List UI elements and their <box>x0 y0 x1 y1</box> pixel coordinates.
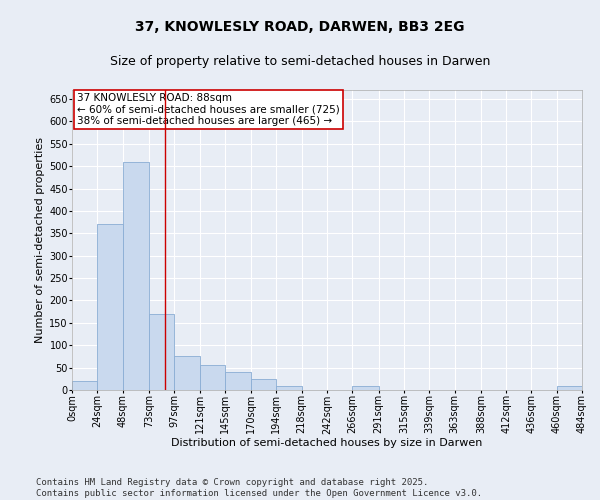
Text: 37 KNOWLESLY ROAD: 88sqm
← 60% of semi-detached houses are smaller (725)
38% of : 37 KNOWLESLY ROAD: 88sqm ← 60% of semi-d… <box>77 93 340 126</box>
Bar <box>149 314 174 390</box>
Bar <box>174 356 199 390</box>
Bar <box>557 386 582 390</box>
Bar <box>277 386 302 390</box>
Text: 37, KNOWLESLY ROAD, DARWEN, BB3 2EG: 37, KNOWLESLY ROAD, DARWEN, BB3 2EG <box>135 20 465 34</box>
Bar <box>72 381 97 390</box>
Bar <box>352 386 379 390</box>
X-axis label: Distribution of semi-detached houses by size in Darwen: Distribution of semi-detached houses by … <box>172 438 482 448</box>
Text: Contains HM Land Registry data © Crown copyright and database right 2025.
Contai: Contains HM Land Registry data © Crown c… <box>36 478 482 498</box>
Bar <box>251 379 277 390</box>
Text: Size of property relative to semi-detached houses in Darwen: Size of property relative to semi-detach… <box>110 55 490 68</box>
Bar <box>199 366 225 390</box>
Bar <box>97 224 122 390</box>
Bar <box>225 372 251 390</box>
Bar <box>122 162 149 390</box>
Y-axis label: Number of semi-detached properties: Number of semi-detached properties <box>35 137 45 343</box>
